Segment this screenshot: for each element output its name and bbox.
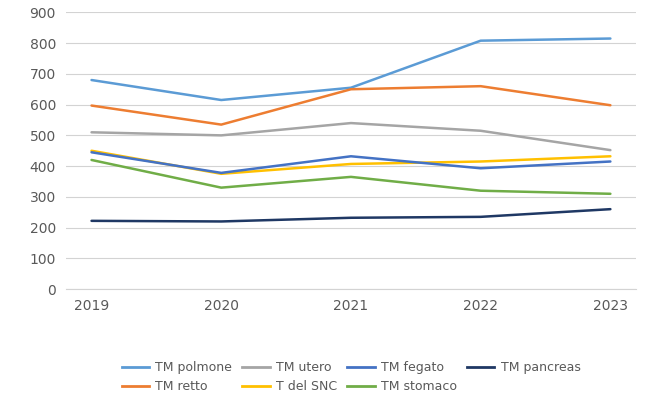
Legend: TM polmone, TM retto, TM utero, T del SNC, TM fegato, TM stomaco, TM pancreas: TM polmone, TM retto, TM utero, T del SN… [117, 356, 585, 399]
